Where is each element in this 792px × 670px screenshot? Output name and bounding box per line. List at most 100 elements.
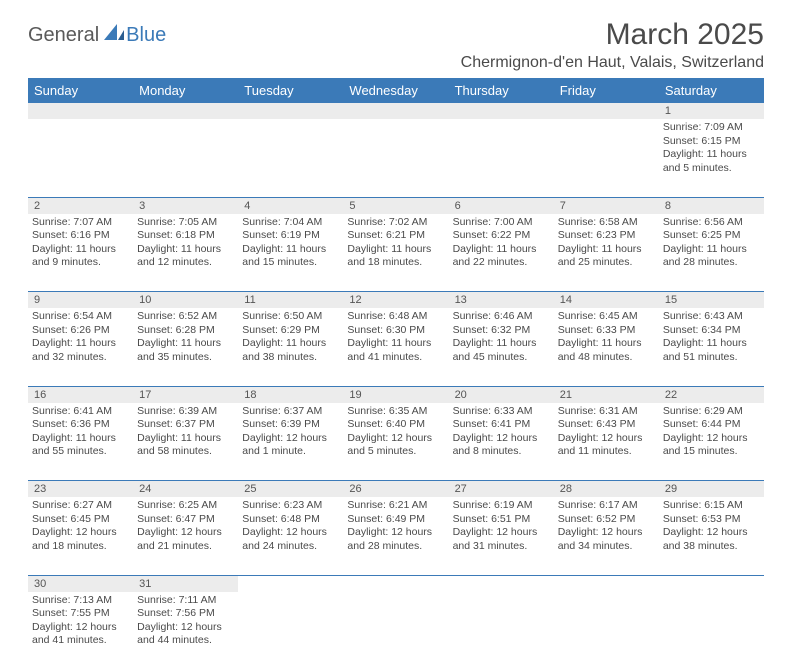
calendar-table: SundayMondayTuesdayWednesdayThursdayFrid… <box>28 78 764 670</box>
day-cell: Sunrise: 7:09 AMSunset: 6:15 PMDaylight:… <box>659 119 764 197</box>
day-cell: Sunrise: 6:43 AMSunset: 6:34 PMDaylight:… <box>659 308 764 386</box>
day-content-row: Sunrise: 6:41 AMSunset: 6:36 PMDaylight:… <box>28 403 764 481</box>
day-cell: Sunrise: 7:05 AMSunset: 6:18 PMDaylight:… <box>133 214 238 292</box>
day-content-row: Sunrise: 7:09 AMSunset: 6:15 PMDaylight:… <box>28 119 764 197</box>
day-cell: Sunrise: 6:37 AMSunset: 6:39 PMDaylight:… <box>238 403 343 481</box>
day-number-cell: 18 <box>238 386 343 403</box>
calendar-head: SundayMondayTuesdayWednesdayThursdayFrid… <box>28 78 764 103</box>
day-cell <box>28 119 133 197</box>
day-number-cell: 25 <box>238 481 343 498</box>
day-content: Sunrise: 6:43 AMSunset: 6:34 PMDaylight:… <box>663 310 760 365</box>
day-number-cell: 4 <box>238 197 343 214</box>
day-content: Sunrise: 7:02 AMSunset: 6:21 PMDaylight:… <box>347 216 444 271</box>
day-content: Sunrise: 6:15 AMSunset: 6:53 PMDaylight:… <box>663 499 760 554</box>
day-number-cell: 11 <box>238 292 343 309</box>
day-cell: Sunrise: 6:25 AMSunset: 6:47 PMDaylight:… <box>133 497 238 575</box>
day-cell <box>449 592 554 670</box>
day-number-cell: 5 <box>343 197 448 214</box>
day-number-cell: 29 <box>659 481 764 498</box>
day-cell: Sunrise: 7:11 AMSunset: 7:56 PMDaylight:… <box>133 592 238 670</box>
day-content: Sunrise: 6:56 AMSunset: 6:25 PMDaylight:… <box>663 216 760 271</box>
day-cell <box>133 119 238 197</box>
day-number-cell <box>238 575 343 592</box>
day-content: Sunrise: 6:39 AMSunset: 6:37 PMDaylight:… <box>137 405 234 460</box>
day-number-row: 2345678 <box>28 197 764 214</box>
day-number-cell: 6 <box>449 197 554 214</box>
day-number-row: 1 <box>28 103 764 119</box>
day-number-cell <box>554 575 659 592</box>
day-cell <box>238 592 343 670</box>
day-cell <box>554 119 659 197</box>
day-cell: Sunrise: 6:21 AMSunset: 6:49 PMDaylight:… <box>343 497 448 575</box>
day-number-cell: 17 <box>133 386 238 403</box>
logo-text-blue: Blue <box>126 24 166 47</box>
day-cell: Sunrise: 7:04 AMSunset: 6:19 PMDaylight:… <box>238 214 343 292</box>
day-content-row: Sunrise: 6:54 AMSunset: 6:26 PMDaylight:… <box>28 308 764 386</box>
day-content: Sunrise: 7:05 AMSunset: 6:18 PMDaylight:… <box>137 216 234 271</box>
day-number-cell <box>449 103 554 119</box>
day-cell: Sunrise: 6:29 AMSunset: 6:44 PMDaylight:… <box>659 403 764 481</box>
day-cell: Sunrise: 6:46 AMSunset: 6:32 PMDaylight:… <box>449 308 554 386</box>
column-header: Tuesday <box>238 78 343 103</box>
day-cell: Sunrise: 7:13 AMSunset: 7:55 PMDaylight:… <box>28 592 133 670</box>
column-header: Wednesday <box>343 78 448 103</box>
day-number-cell: 30 <box>28 575 133 592</box>
column-header: Thursday <box>449 78 554 103</box>
day-content: Sunrise: 6:45 AMSunset: 6:33 PMDaylight:… <box>558 310 655 365</box>
day-content: Sunrise: 7:07 AMSunset: 6:16 PMDaylight:… <box>32 216 129 271</box>
day-number-cell: 9 <box>28 292 133 309</box>
day-content: Sunrise: 6:35 AMSunset: 6:40 PMDaylight:… <box>347 405 444 460</box>
day-cell: Sunrise: 6:15 AMSunset: 6:53 PMDaylight:… <box>659 497 764 575</box>
day-cell <box>343 119 448 197</box>
day-number-cell: 3 <box>133 197 238 214</box>
day-number-row: 9101112131415 <box>28 292 764 309</box>
day-content: Sunrise: 6:46 AMSunset: 6:32 PMDaylight:… <box>453 310 550 365</box>
day-cell <box>449 119 554 197</box>
day-number-cell <box>343 103 448 119</box>
day-cell <box>343 592 448 670</box>
day-cell: Sunrise: 7:00 AMSunset: 6:22 PMDaylight:… <box>449 214 554 292</box>
day-content: Sunrise: 6:33 AMSunset: 6:41 PMDaylight:… <box>453 405 550 460</box>
day-number-cell: 16 <box>28 386 133 403</box>
day-number-cell <box>659 575 764 592</box>
day-content: Sunrise: 7:13 AMSunset: 7:55 PMDaylight:… <box>32 594 129 649</box>
day-number-cell: 22 <box>659 386 764 403</box>
day-number-cell <box>554 103 659 119</box>
day-content: Sunrise: 6:27 AMSunset: 6:45 PMDaylight:… <box>32 499 129 554</box>
day-cell <box>554 592 659 670</box>
day-content-row: Sunrise: 7:13 AMSunset: 7:55 PMDaylight:… <box>28 592 764 670</box>
day-number-cell: 26 <box>343 481 448 498</box>
day-content: Sunrise: 6:41 AMSunset: 6:36 PMDaylight:… <box>32 405 129 460</box>
day-content: Sunrise: 6:21 AMSunset: 6:49 PMDaylight:… <box>347 499 444 554</box>
day-cell: Sunrise: 6:19 AMSunset: 6:51 PMDaylight:… <box>449 497 554 575</box>
day-content: Sunrise: 6:52 AMSunset: 6:28 PMDaylight:… <box>137 310 234 365</box>
day-content: Sunrise: 6:37 AMSunset: 6:39 PMDaylight:… <box>242 405 339 460</box>
day-content: Sunrise: 6:17 AMSunset: 6:52 PMDaylight:… <box>558 499 655 554</box>
day-cell: Sunrise: 6:45 AMSunset: 6:33 PMDaylight:… <box>554 308 659 386</box>
day-content: Sunrise: 6:48 AMSunset: 6:30 PMDaylight:… <box>347 310 444 365</box>
day-content-row: Sunrise: 7:07 AMSunset: 6:16 PMDaylight:… <box>28 214 764 292</box>
day-cell: Sunrise: 6:17 AMSunset: 6:52 PMDaylight:… <box>554 497 659 575</box>
location: Chermignon-d'en Haut, Valais, Switzerlan… <box>461 54 764 72</box>
day-cell <box>659 592 764 670</box>
calendar-body: 1 Sunrise: 7:09 AMSunset: 6:15 PMDaylight… <box>28 103 764 670</box>
title-block: March 2025 Chermignon-d'en Haut, Valais,… <box>461 18 764 72</box>
day-cell: Sunrise: 6:31 AMSunset: 6:43 PMDaylight:… <box>554 403 659 481</box>
day-cell: Sunrise: 6:58 AMSunset: 6:23 PMDaylight:… <box>554 214 659 292</box>
day-number-cell <box>238 103 343 119</box>
day-number-row: 16171819202122 <box>28 386 764 403</box>
day-number-cell <box>343 575 448 592</box>
day-number-cell <box>449 575 554 592</box>
sail-icon <box>104 24 124 47</box>
month-title: March 2025 <box>461 18 764 52</box>
column-header: Sunday <box>28 78 133 103</box>
day-content: Sunrise: 7:09 AMSunset: 6:15 PMDaylight:… <box>663 121 760 176</box>
day-number-cell: 27 <box>449 481 554 498</box>
day-number-cell: 13 <box>449 292 554 309</box>
day-number-cell: 14 <box>554 292 659 309</box>
day-number-cell: 7 <box>554 197 659 214</box>
day-content: Sunrise: 6:29 AMSunset: 6:44 PMDaylight:… <box>663 405 760 460</box>
day-cell: Sunrise: 6:48 AMSunset: 6:30 PMDaylight:… <box>343 308 448 386</box>
day-number-row: 23242526272829 <box>28 481 764 498</box>
day-cell: Sunrise: 6:54 AMSunset: 6:26 PMDaylight:… <box>28 308 133 386</box>
